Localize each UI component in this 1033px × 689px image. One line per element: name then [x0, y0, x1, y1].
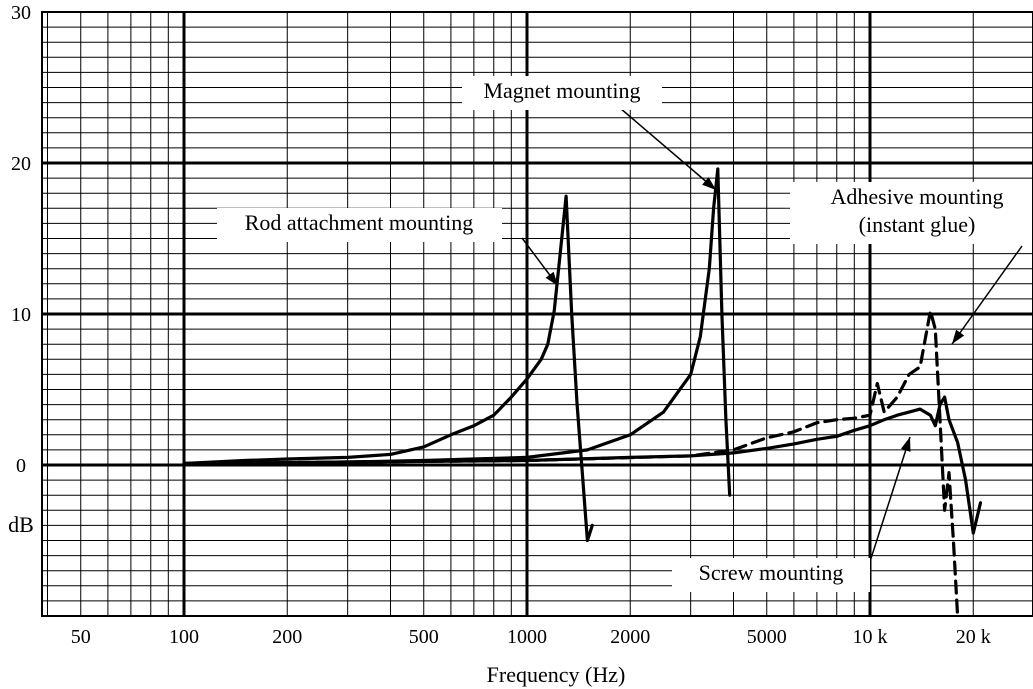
- x-tick-label: 5000: [747, 626, 787, 648]
- annotation-text: Rod attachment mounting: [245, 210, 474, 235]
- rod-attachment-series-line: [182, 194, 594, 543]
- annotation-text: Adhesive mounting: [831, 184, 1004, 209]
- y-axis-label: dB: [8, 512, 34, 537]
- plot-border: [41, 11, 1033, 617]
- annotation-text: Magnet mounting: [483, 78, 640, 103]
- annotation-background: [462, 76, 662, 110]
- x-tick-label: 1000: [507, 626, 547, 648]
- annotation-leader-line: [865, 436, 911, 575]
- screw-series-line: [182, 395, 983, 535]
- x-tick-label: 20 k: [956, 626, 991, 648]
- y-tick-label: 20: [11, 153, 31, 175]
- annotation-arrowhead: [545, 271, 558, 286]
- x-axis-label: Frequency (Hz): [487, 662, 626, 687]
- screw-mounting-annotation: Screw mounting: [672, 558, 870, 592]
- annotation-text: (instant glue): [859, 212, 976, 237]
- annotation-leaders: [521, 107, 1023, 575]
- annotation-text: Screw mounting: [699, 560, 844, 585]
- series-group: [182, 167, 983, 618]
- y-tick-label: 0: [16, 455, 26, 477]
- x-tick-label: 100: [169, 626, 199, 648]
- grid: [42, 12, 1033, 616]
- annotation-arrowhead: [702, 177, 716, 190]
- adhesive-mounting-annotation: Adhesive mounting (instant glue): [790, 182, 1033, 244]
- x-tick-label: 200: [272, 626, 302, 648]
- annotation-background: [217, 208, 502, 242]
- annotation-background: [672, 558, 870, 592]
- magnet-mounting-annotation: Magnet mounting: [462, 76, 662, 110]
- annotation-leader-line: [951, 245, 1023, 345]
- annotation-leader-line: [619, 107, 717, 191]
- annotation-arrowhead: [952, 329, 965, 344]
- annotation-background: [790, 182, 1033, 244]
- y-tick-label: 30: [11, 2, 31, 24]
- annotation-arrowhead: [900, 437, 911, 452]
- rod-attachment-annotation: Rod attachment mounting: [217, 208, 502, 242]
- annotations: Magnet mounting Rod attachment mounting Ad…: [217, 76, 1033, 592]
- adhesive-series-line: [182, 309, 960, 618]
- x-tick-label: 50: [71, 626, 91, 648]
- y-tick-label: 10: [11, 304, 31, 326]
- x-tick-label: 500: [409, 626, 439, 648]
- x-tick-label: 2000: [610, 626, 650, 648]
- x-tick-label: 10 k: [853, 626, 888, 648]
